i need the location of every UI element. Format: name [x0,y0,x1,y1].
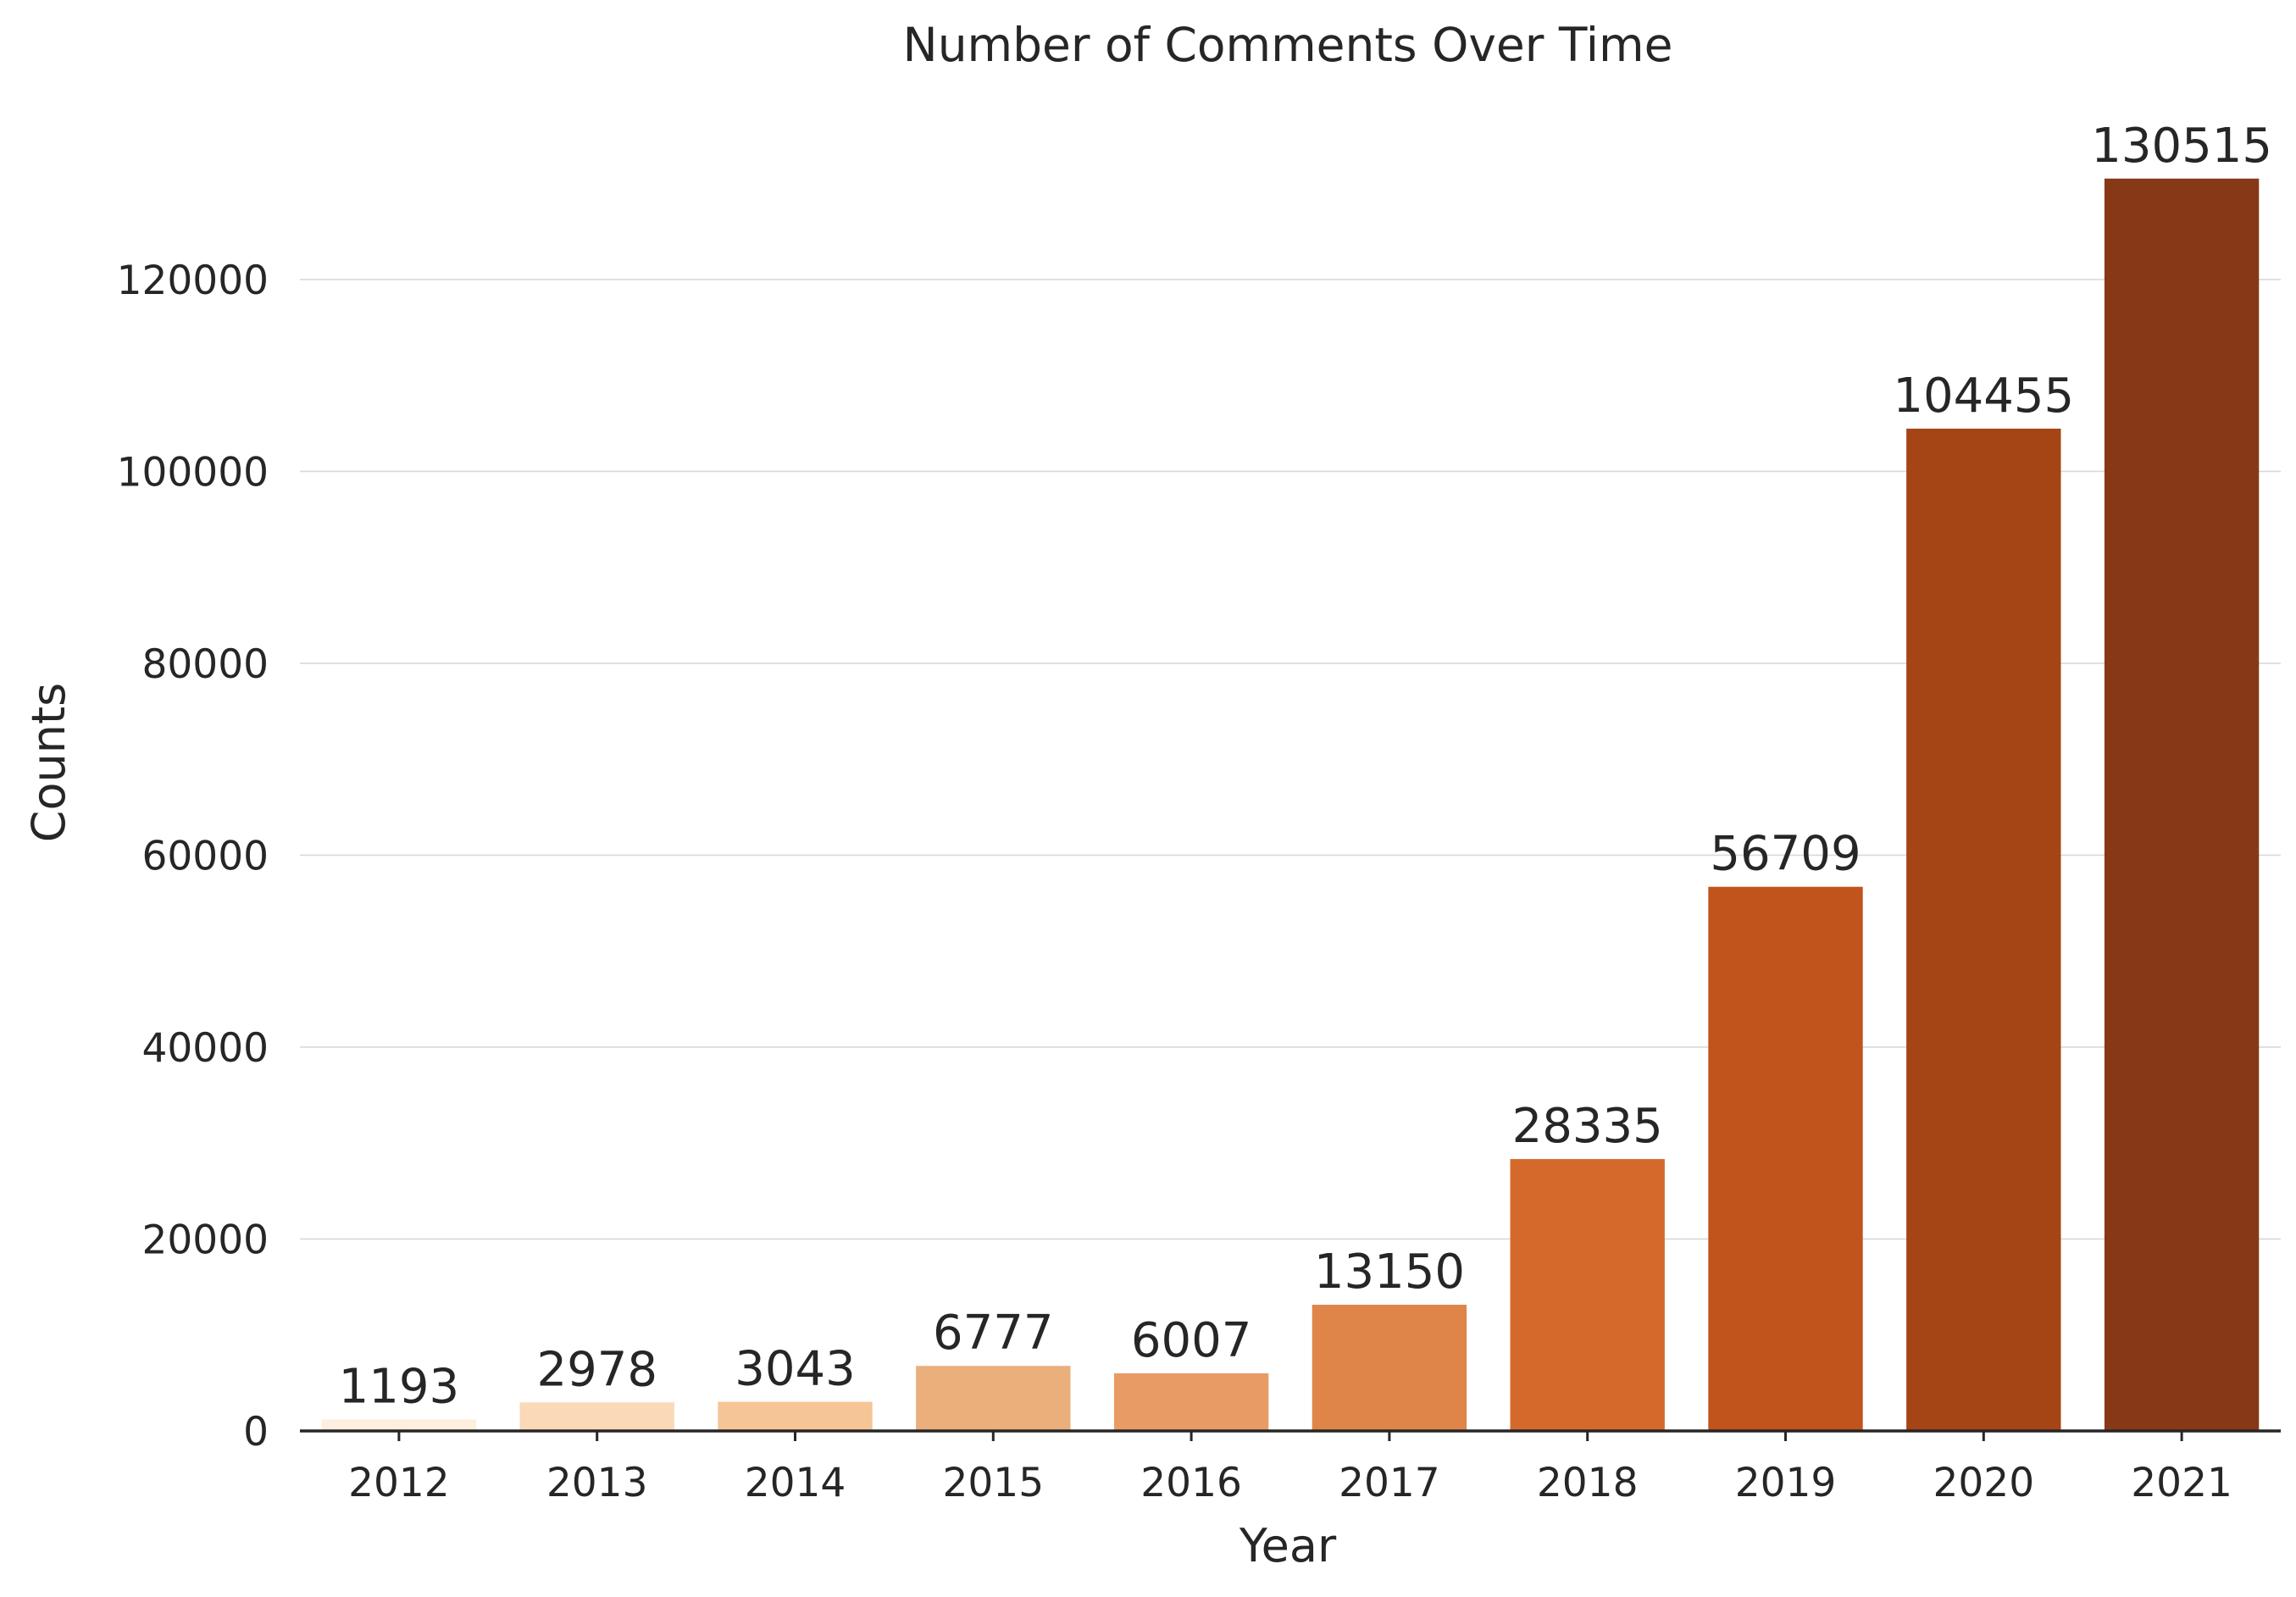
x-tick-label: 2018 [1537,1460,1639,1506]
bar-value-label: 6777 [933,1306,1054,1361]
x-tick-label: 2013 [546,1460,648,1506]
x-tick-label: 2017 [1339,1460,1440,1506]
bar-value-label: 6007 [1131,1313,1252,1368]
x-tick-label: 2012 [348,1460,450,1506]
bars [321,178,2260,1432]
bar-2021 [2104,178,2260,1432]
x-tick-label: 2015 [942,1460,1044,1506]
y-tick-label: 60000 [141,833,269,879]
x-tick-label: 2019 [1735,1460,1837,1506]
bar-value-label: 13150 [1314,1245,1465,1300]
bar-value-label: 1193 [339,1359,460,1414]
y-tick-label: 20000 [141,1217,269,1263]
bar-2017 [1312,1305,1467,1431]
y-tick-label: 40000 [141,1025,269,1072]
bar-value-label: 3043 [735,1342,856,1397]
y-tick-label: 120000 [117,258,269,304]
x-tick-label: 2020 [1933,1460,2034,1506]
y-tick-label: 100000 [117,449,269,496]
x-tick-label: 2014 [745,1460,846,1506]
chart-title: Number of Comments Over Time [903,18,1673,72]
bar-2014 [718,1401,873,1431]
bar-2012 [321,1419,477,1431]
bar-2018 [1510,1159,1665,1431]
bar-value-label: 56709 [1710,827,1861,882]
x-axis-ticks: 2012 2013 2014 2015 2016 2017 2018 2019 2020 2021 [348,1431,2232,1506]
bar-2015 [916,1366,1071,1431]
x-axis-label: Year [1239,1519,1337,1572]
y-tick-label: 0 [243,1409,269,1456]
y-axis-ticks: 0 20000 40000 60000 80000 100000 120000 [117,258,269,1456]
bar-2013 [519,1402,674,1431]
bar-value-label: 28335 [1512,1099,1663,1154]
bar-2016 [1113,1372,1269,1431]
y-axis-label: Counts [22,683,75,843]
x-tick-label: 2016 [1140,1460,1242,1506]
bar-value-label: 2978 [536,1342,657,1397]
data-labels: 1193 2978 3043 6777 6007 13150 28335 56709 10445… [339,119,2272,1415]
bar-value-label: 104455 [1893,369,2074,424]
bar-value-label: 130515 [2091,119,2272,174]
y-tick-label: 80000 [141,641,269,688]
bar-2019 [1708,886,1863,1431]
x-tick-label: 2021 [2131,1460,2232,1506]
bar-2020 [1906,428,2061,1431]
